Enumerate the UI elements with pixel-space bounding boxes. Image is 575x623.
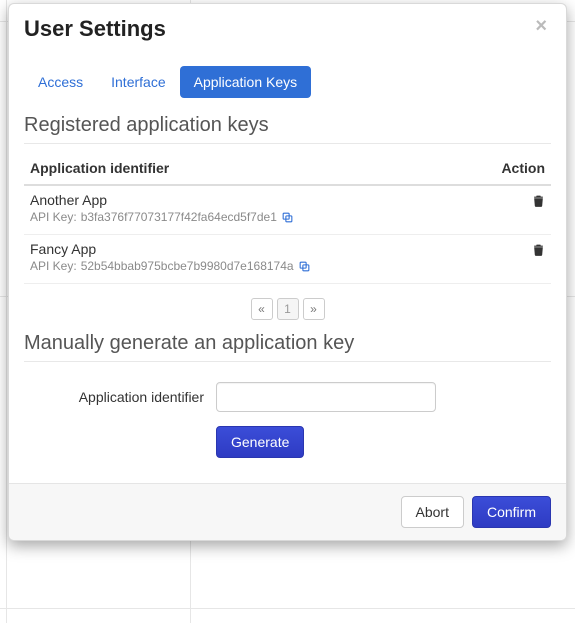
abort-button[interactable]: Abort [401,496,464,528]
app-identifier-input[interactable] [216,382,436,412]
app-name: Fancy App [30,241,475,257]
modal-title: User Settings [24,16,166,42]
divider [24,361,551,362]
generate-button[interactable]: Generate [216,426,304,458]
api-key-label: API Key: [30,259,77,273]
copy-icon[interactable] [281,211,294,224]
api-key-line: API Key: b3fa376f77073177f42fa64ecd5f7de… [30,210,475,224]
modal-footer: Abort Confirm [9,483,566,540]
table-row: Fancy App API Key: 52b54bbab975bcbe7b998… [24,235,551,284]
api-key-value: b3fa376f77073177f42fa64ecd5f7de1 [81,210,277,224]
trash-icon[interactable] [532,194,545,208]
modal-header: User Settings × [9,4,566,52]
divider [24,143,551,144]
col-action: Action [481,152,551,185]
col-identifier: Application identifier [24,152,481,185]
api-key-label: API Key: [30,210,77,224]
table-row: Another App API Key: b3fa376f77073177f42… [24,185,551,235]
keys-table: Application identifier Action Another Ap… [24,152,551,284]
copy-icon[interactable] [298,260,311,273]
app-identifier-label: Application identifier [24,389,204,405]
tabs: Access Interface Application Keys [24,66,551,98]
tab-access[interactable]: Access [24,66,97,98]
app-name: Another App [30,192,475,208]
confirm-button[interactable]: Confirm [472,496,551,528]
close-icon[interactable]: × [531,16,551,36]
page-next[interactable]: » [303,298,325,320]
generate-heading: Manually generate an application key [24,332,551,355]
page-prev[interactable]: « [251,298,273,320]
api-key-value: 52b54bbab975bcbe7b9980d7e168174a [81,259,294,273]
trash-icon[interactable] [532,243,545,257]
user-settings-modal: User Settings × Access Interface Applica… [8,3,567,541]
page-1[interactable]: 1 [277,298,299,320]
modal-body: Access Interface Application Keys Regist… [9,52,566,483]
tab-application-keys[interactable]: Application Keys [180,66,312,98]
api-key-line: API Key: 52b54bbab975bcbe7b9980d7e168174… [30,259,475,273]
generate-form-row: Application identifier [24,382,551,412]
registered-keys-heading: Registered application keys [24,114,551,137]
pagination: « 1 » [24,298,551,320]
tab-interface[interactable]: Interface [97,66,179,98]
